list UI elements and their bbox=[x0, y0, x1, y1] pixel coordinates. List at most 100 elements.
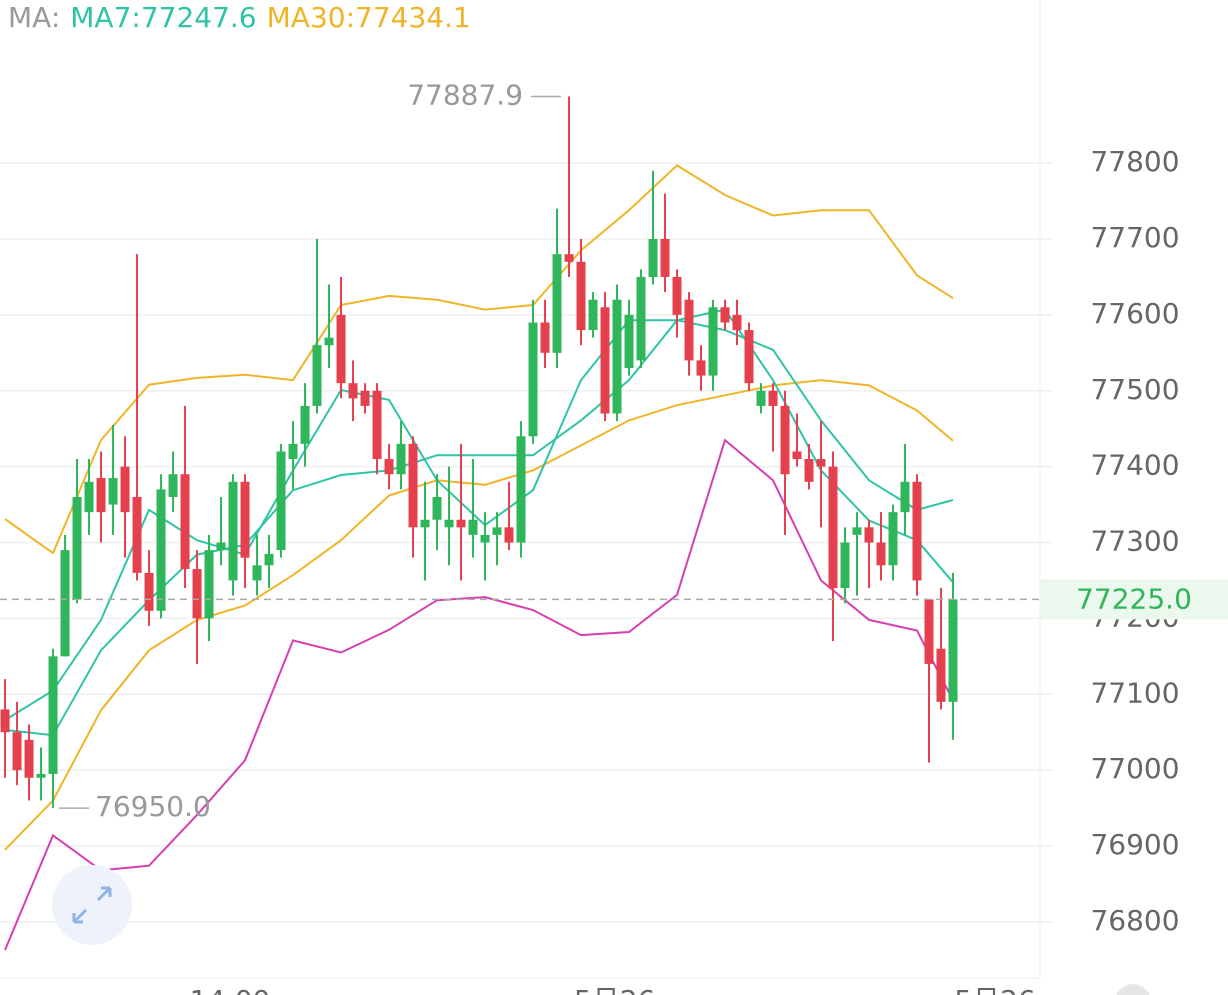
candle-body bbox=[516, 436, 526, 543]
indicator-line bbox=[4, 164, 954, 555]
candle-body bbox=[300, 405, 310, 444]
candle-body bbox=[12, 732, 22, 771]
max-label: 77887.9 bbox=[407, 78, 523, 111]
candle-body bbox=[456, 519, 466, 528]
candle-body bbox=[120, 466, 130, 513]
expand-bg[interactable] bbox=[52, 865, 132, 945]
candle-body bbox=[24, 739, 34, 778]
y-tick-label: 77100 bbox=[1090, 676, 1179, 709]
candle-body bbox=[948, 599, 958, 702]
y-tick-label: 77500 bbox=[1090, 373, 1179, 406]
candle-body bbox=[276, 451, 286, 551]
candle-body bbox=[240, 481, 250, 558]
candle-body bbox=[48, 656, 58, 774]
candle-body bbox=[828, 466, 838, 589]
expand-icon[interactable] bbox=[72, 886, 112, 924]
candle-body bbox=[252, 565, 262, 581]
price-panel bbox=[1040, 0, 1228, 995]
current-price-label: 77225.0 bbox=[1076, 582, 1192, 615]
candle-body bbox=[168, 474, 178, 497]
candle-body bbox=[756, 390, 766, 406]
legend-item: MA: bbox=[8, 1, 60, 34]
candle-body bbox=[684, 299, 694, 361]
scroll-dot bbox=[1116, 984, 1150, 995]
x-tick-label: 5月26 bbox=[574, 984, 655, 995]
y-tick-label: 77600 bbox=[1090, 297, 1179, 330]
candle-body bbox=[912, 481, 922, 581]
candle-body bbox=[216, 542, 226, 551]
candle-body bbox=[708, 307, 718, 376]
candle-body bbox=[468, 519, 478, 535]
candle-body bbox=[396, 443, 406, 475]
candle-body bbox=[816, 459, 826, 467]
candle-body bbox=[540, 322, 550, 353]
candle-body bbox=[768, 390, 778, 406]
candle-body bbox=[384, 459, 394, 475]
candle-body bbox=[876, 542, 886, 566]
expand-button[interactable] bbox=[52, 865, 132, 945]
candle-body bbox=[144, 572, 154, 611]
candle-body bbox=[312, 345, 322, 406]
candle-body bbox=[288, 443, 298, 460]
candle-body bbox=[792, 451, 802, 460]
candle-body bbox=[576, 261, 586, 331]
candle-body bbox=[180, 474, 190, 570]
candle-body bbox=[504, 527, 514, 543]
candle-body bbox=[132, 496, 142, 573]
candle-body bbox=[660, 239, 670, 277]
y-tick-label: 77400 bbox=[1090, 449, 1179, 482]
y-tick-label: 76900 bbox=[1090, 828, 1179, 861]
candle-body bbox=[924, 599, 934, 664]
candle-body bbox=[528, 322, 538, 437]
candle-body bbox=[564, 254, 574, 262]
candle-body bbox=[264, 553, 274, 566]
x-tick-label: 5月26 bbox=[954, 984, 1035, 995]
candle-body bbox=[936, 648, 946, 702]
indicator-line bbox=[4, 438, 954, 951]
candle-body bbox=[612, 299, 622, 414]
candle-body bbox=[228, 481, 238, 581]
candle-body bbox=[672, 276, 682, 315]
candle-body bbox=[888, 512, 898, 566]
x-tick-label: 14:00 bbox=[190, 984, 271, 995]
y-tick-label: 77800 bbox=[1090, 145, 1179, 178]
candle-body bbox=[156, 489, 166, 611]
candle-body bbox=[96, 478, 106, 513]
candle-body bbox=[624, 314, 634, 368]
candle-body bbox=[552, 254, 562, 353]
candle-body bbox=[324, 337, 334, 346]
candle-body bbox=[840, 542, 850, 589]
candle-body bbox=[804, 459, 814, 482]
candle-body bbox=[720, 307, 730, 323]
candle-body bbox=[0, 709, 10, 733]
candle-body bbox=[852, 527, 862, 535]
indicator-line bbox=[4, 379, 954, 851]
candle-body bbox=[864, 527, 874, 543]
candle-body bbox=[636, 276, 646, 361]
candle-body bbox=[108, 478, 118, 505]
candle-body bbox=[600, 307, 610, 414]
candle-body bbox=[780, 405, 790, 475]
candle-body bbox=[444, 519, 454, 528]
candle-body bbox=[192, 569, 202, 619]
candle-body bbox=[360, 390, 370, 406]
candle-body bbox=[492, 527, 502, 535]
candle-body bbox=[60, 550, 70, 657]
candle-body bbox=[204, 550, 214, 619]
candle-body bbox=[336, 314, 346, 384]
candle-body bbox=[732, 314, 742, 331]
candle-body bbox=[72, 496, 82, 600]
candle-body bbox=[744, 330, 754, 384]
candle-body bbox=[480, 534, 490, 543]
y-tick-label: 77000 bbox=[1090, 752, 1179, 785]
candle-body bbox=[348, 383, 358, 399]
candle-body bbox=[420, 519, 430, 528]
candle-body bbox=[696, 360, 706, 376]
candle-body bbox=[900, 481, 910, 513]
legend-item: MA7:77247.6 bbox=[70, 1, 256, 34]
min-label: 76950.0 bbox=[95, 790, 211, 823]
candle-body bbox=[372, 390, 382, 460]
y-tick-label: 76800 bbox=[1090, 904, 1179, 937]
y-tick-label: 77700 bbox=[1090, 221, 1179, 254]
